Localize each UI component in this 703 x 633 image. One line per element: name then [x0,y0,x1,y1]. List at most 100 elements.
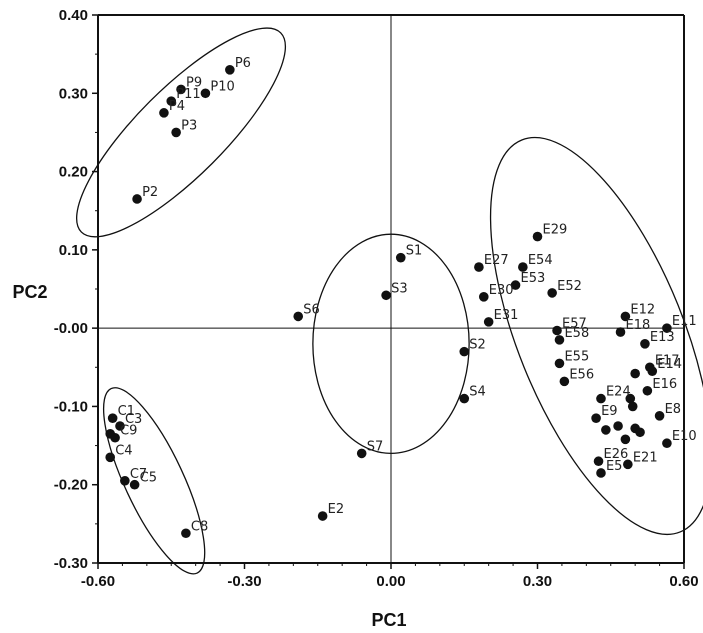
point-label: E16 [652,377,677,392]
point-label: E56 [569,367,594,382]
data-point [662,438,672,449]
data-point [647,366,658,377]
point-label: C8 [191,519,208,534]
point-label: E2 [328,502,345,517]
point-label: E18 [626,318,651,333]
data-point [510,280,521,290]
data-point [623,459,633,470]
data-point [129,479,140,490]
point-label: E12 [630,302,655,317]
y-tick-label: -0.00 [54,320,88,337]
data-point [591,413,601,423]
data-point [181,528,191,539]
data-point [159,108,169,118]
data-point [554,335,565,345]
data-point [532,231,543,242]
data-point [293,311,304,322]
data-point [662,323,672,333]
point-label: E21 [633,450,658,465]
point-label: P3 [181,118,197,133]
point-label: P6 [235,56,251,71]
point-label: P4 [169,99,185,114]
point-label: E27 [484,253,509,268]
data-point [547,288,557,298]
data-point [559,376,570,387]
y-tick-label: -0.10 [54,398,88,415]
x-axis-title: PC1 [371,610,406,630]
data-point [107,413,118,423]
data-point [640,339,650,349]
axes: -0.60 -0.30 0.00 0.30 0.600.400.300.200.10-0… [54,7,699,590]
data-point [200,88,211,99]
data-point [459,346,470,357]
point-label: E10 [672,429,697,444]
data-point [381,290,391,301]
data-point [620,434,631,445]
point-label: E9 [601,404,618,419]
data-point [635,427,645,438]
x-tick-label: -0.60 [81,573,115,590]
data-point [317,511,328,521]
y-tick-label: 0.10 [59,242,88,259]
data-point [483,317,494,327]
data-point [395,252,406,263]
data-point [613,421,623,431]
data-point [554,358,565,369]
point-label: S2 [469,338,486,353]
point-label: P11 [176,87,200,102]
point-label: E29 [543,223,568,238]
data-point [601,425,611,435]
point-label: E53 [521,271,546,286]
point-label: E13 [650,330,675,345]
data-point [615,327,626,337]
point-label: E57 [562,316,587,331]
data-point [356,448,367,459]
cluster-ellipse-0 [75,27,287,238]
data-point [115,421,125,431]
data-point [518,262,528,272]
data-point [593,456,604,467]
data-point [105,452,116,463]
point-label: E17 [655,353,680,368]
point-label: E30 [489,283,514,298]
x-tick-label: 0.60 [669,573,698,590]
x-tick-label: 0.00 [376,573,405,590]
x-tick-label: 0.30 [523,573,552,590]
y-tick-label: 0.40 [59,7,88,24]
data-point [176,84,186,95]
data-point [552,325,562,336]
point-label: E24 [606,385,631,400]
point-label: C5 [140,471,157,486]
data-point [459,393,470,404]
y-tick-label: -0.30 [54,555,88,572]
point-label: S1 [406,244,423,259]
point-label: E11 [672,314,697,329]
point-label: E5 [606,459,623,474]
point-label: S6 [303,302,320,317]
cluster-ellipses [75,27,703,575]
data-point [478,292,489,302]
point-label: E55 [564,349,589,364]
data-point [627,401,638,412]
data-point [625,393,636,404]
data-point [225,65,235,75]
data-point [620,311,631,322]
point-label: P2 [142,185,158,200]
y-axis-title: PC2 [12,282,47,302]
point-label: C4 [115,443,132,458]
data-point [166,96,177,106]
point-label: P9 [186,75,202,90]
point-label: E8 [665,402,682,417]
y-tick-label: 0.30 [59,85,88,102]
y-tick-label: -0.20 [54,477,88,494]
point-label: E26 [604,447,629,462]
point-label: P10 [210,79,234,94]
data-point [132,194,142,204]
point-label: S7 [367,439,384,454]
data-point [171,127,181,138]
point-label: C7 [130,467,147,482]
reference-lines [98,15,684,563]
data-point [596,468,606,478]
